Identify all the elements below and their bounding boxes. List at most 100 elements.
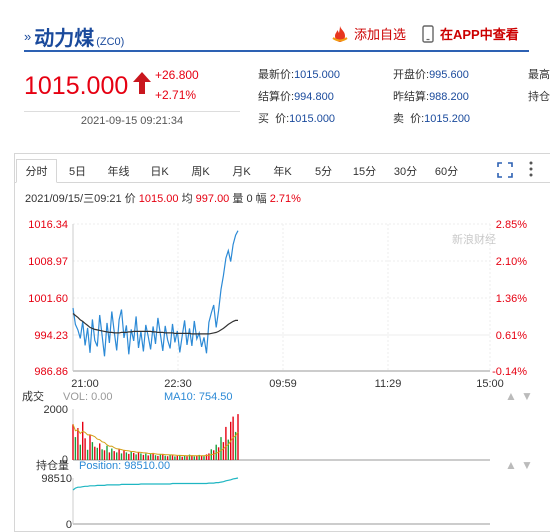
volume-bar [159, 454, 162, 460]
open-interest: 持仓量 Position: 98510.00 98510 0 ▲ ▼ [36, 458, 533, 531]
quote-latest-value: 1015.000 [294, 69, 340, 81]
oi-line [72, 477, 239, 491]
info-avg: 997.00 [195, 193, 230, 205]
up-arrow-icon [133, 72, 151, 94]
volume-bar [108, 452, 111, 460]
quote-latest-label: 最新价: [258, 69, 295, 81]
info-amp: 2.71% [269, 193, 301, 205]
quote-settle: 结算价:994.800 [258, 88, 334, 104]
pct-tick-label: 2.85% [496, 219, 527, 231]
volume-bar [164, 455, 166, 460]
x-tick-label: 21:00 [71, 378, 99, 390]
info-price-label: 价 [124, 193, 136, 205]
quote-hold-label: 持仓 [528, 91, 550, 103]
tab-5day[interactable]: 5日 [68, 166, 87, 178]
tab-30min[interactable]: 30分 [393, 166, 418, 178]
tab-year-line[interactable]: 年线 [107, 166, 130, 178]
x-tick-label: 15:00 [476, 378, 504, 390]
volume-bar [154, 455, 157, 460]
volume-bar [217, 447, 220, 461]
volume-bar [225, 426, 227, 460]
quote-sell-label: 卖 价: [393, 113, 425, 125]
volume-bar [157, 455, 159, 460]
volume-bar [149, 454, 152, 460]
tab-intraday[interactable]: 分时 [16, 159, 57, 183]
quote-open-value: 995.600 [429, 69, 469, 81]
quote-prev-settle-value: 988.200 [429, 91, 469, 103]
price-change-percent: +2.71% [155, 88, 197, 102]
title-wrap: » 动力煤 (ZC0) [24, 22, 124, 51]
volume-bar [222, 442, 225, 460]
volume-bar [198, 454, 200, 460]
quote-prev-settle-label: 昨结算: [393, 91, 430, 103]
volume-bar [130, 451, 132, 460]
volume-bar [142, 454, 145, 460]
volume-bar [140, 453, 142, 460]
header: » 动力煤 (ZC0) 添加自选 在APP中查看 [0, 0, 550, 60]
oi-up-caret: ▲ [505, 458, 517, 472]
volume-tick-label: 2000 [44, 404, 68, 416]
info-price: 1015.00 [138, 193, 179, 205]
tab-monthly-k[interactable]: 月K [232, 166, 251, 178]
price-box: 1015.000 +26.800 +2.71% 2021-09-15 09:21… [24, 66, 240, 127]
info-avg-label: 均 [181, 193, 193, 205]
pct-tick-label: 1.36% [496, 293, 527, 305]
tab-60min[interactable]: 60分 [434, 166, 459, 178]
volume-bar [169, 454, 171, 460]
volume-bar [208, 453, 210, 460]
volume-bar [176, 455, 178, 460]
quote-buy-label: 买 价: [258, 113, 290, 125]
tab-15min[interactable]: 15分 [352, 166, 377, 178]
volume-bar [205, 454, 208, 460]
tab-daily-k[interactable]: 日K [150, 166, 169, 178]
volume-bar [188, 454, 191, 460]
quote-buy: 买 价:1015.000 [258, 110, 335, 126]
quote-high: 最高 [528, 66, 550, 82]
y-tick-label: 986.86 [34, 366, 68, 378]
tab-5min[interactable]: 5分 [314, 166, 333, 178]
period-tabs: 分时 5日 年线 日K 周K 月K 年K 5分 15分 30分 60分 [16, 158, 550, 184]
x-tick-label: 11:29 [375, 378, 402, 390]
y-tick-label: 1008.97 [28, 256, 68, 268]
volume-bar [94, 446, 96, 460]
volume-bar [79, 444, 81, 460]
series-line [72, 230, 239, 357]
volume-label: 成交 [22, 389, 44, 403]
symbol-code: (ZC0) [96, 36, 125, 48]
open-app-button[interactable]: 在APP中查看 [422, 24, 519, 43]
volume-bar [99, 443, 101, 460]
add-watchlist-label: 添加自选 [354, 27, 407, 42]
y-tick-label: 1016.34 [28, 219, 68, 231]
volume-bar [77, 428, 79, 460]
x-tick-label: 22:30 [164, 378, 192, 390]
chart-ticks: 1016.34 1008.97 1001.60 994.23 986.86 2.85% 2.… [28, 219, 527, 390]
price-change: +26.800 [155, 68, 199, 82]
tab-yearly-k[interactable]: 年K [273, 166, 292, 178]
y-tick-label: 994.23 [34, 330, 68, 342]
more-vertical-icon[interactable] [528, 160, 534, 178]
volume-bar [145, 453, 147, 460]
volume-bar [84, 438, 86, 460]
pct-tick-label: -0.14% [492, 366, 527, 378]
quote-open-label: 开盘价: [393, 69, 430, 81]
x-tick-label: 09:59 [269, 378, 297, 390]
quote-latest: 最新价:1015.000 [258, 66, 340, 82]
volume-bar [82, 421, 84, 461]
tab-weekly-k[interactable]: 周K [191, 166, 210, 178]
title-underline [24, 50, 529, 52]
phone-icon [422, 24, 434, 43]
volume-bar [196, 455, 198, 460]
volume-bar [237, 414, 239, 460]
volume-bar [86, 449, 89, 460]
fullscreen-icon[interactable] [497, 162, 513, 178]
volume-bar [106, 445, 108, 460]
volume-bar [137, 452, 140, 460]
volume-bar [113, 451, 115, 460]
quote-prev-settle: 昨结算:988.200 [393, 88, 469, 104]
pct-tick-label: 2.10% [496, 256, 527, 268]
volume-bar [128, 453, 130, 460]
info-amp-label: 幅 [255, 193, 267, 205]
page-title: 动力煤 [34, 28, 95, 50]
volume-bar [200, 455, 203, 460]
add-watchlist-button[interactable]: 添加自选 [331, 24, 406, 43]
